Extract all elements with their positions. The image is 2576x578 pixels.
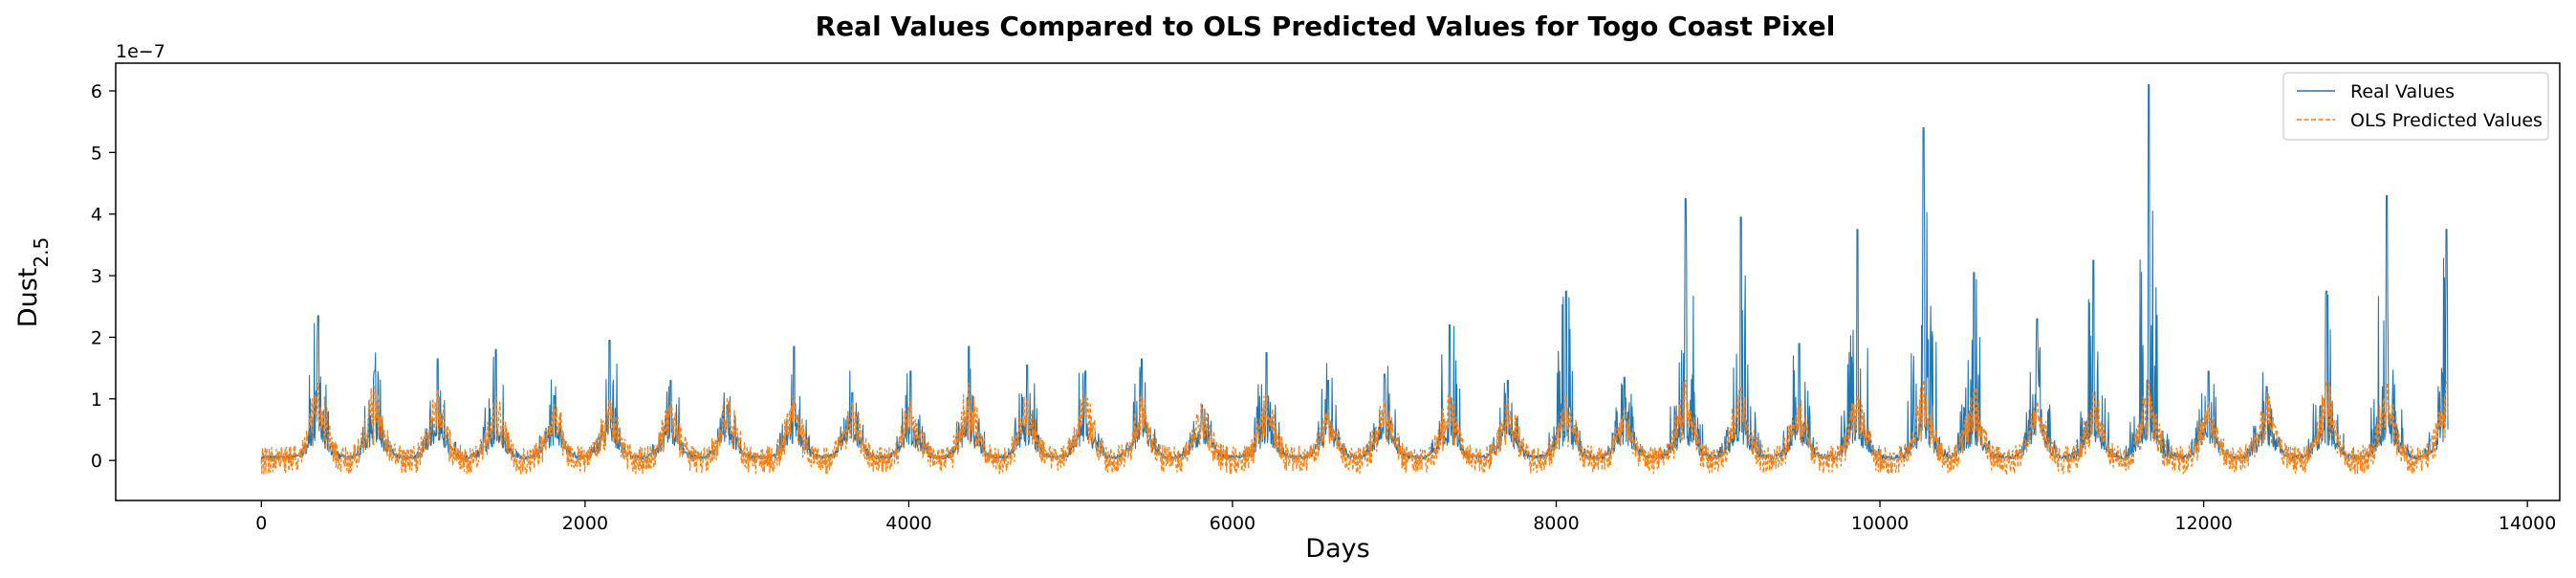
legend-frame (2282, 72, 2549, 141)
y-axis: 0 1 2 3 4 5 6 (91, 81, 116, 472)
x-tick-label: 12000 (2174, 513, 2232, 534)
y-axis-label-group: Dust2.5 (13, 237, 53, 327)
chart-title: Real Values Compared to OLS Predicted Va… (816, 11, 1836, 42)
y-tick-label: 0 (91, 451, 102, 472)
x-tick-label: 14000 (2499, 513, 2556, 534)
series-ols-predicted-values (260, 379, 2449, 476)
y-tick-label: 4 (91, 205, 102, 226)
y-tick-label: 6 (91, 81, 102, 102)
x-tick-label: 0 (255, 513, 267, 534)
y-tick-label: 5 (91, 143, 102, 164)
y-axis-label-subscript: 2.5 (30, 237, 53, 268)
x-tick-label: 10000 (1851, 513, 1909, 534)
legend: Real Values OLS Predicted Values (2282, 72, 2549, 141)
y-axis-offset-label: 1e−7 (116, 41, 165, 62)
series-real-values (260, 83, 2449, 460)
y-tick-label: 2 (91, 327, 102, 348)
legend-label-ols-predicted-values: OLS Predicted Values (2350, 110, 2543, 131)
x-tick-label: 2000 (562, 513, 608, 534)
y-tick-label: 3 (91, 266, 102, 287)
y-tick-label: 1 (91, 389, 102, 411)
x-axis-label: Days (1305, 534, 1369, 564)
x-tick-label: 6000 (1210, 513, 1255, 534)
x-tick-label: 8000 (1533, 513, 1579, 534)
x-axis: 0 2000 4000 6000 8000 10000 12000 14000 (255, 500, 2556, 534)
y-axis-label: Dust (13, 268, 43, 328)
x-tick-label: 4000 (885, 513, 931, 534)
plot-area-frame (115, 62, 2561, 501)
line-real-values (260, 83, 2449, 460)
legend-label-real-values: Real Values (2350, 81, 2455, 102)
line-ols-predicted-values (260, 379, 2449, 476)
